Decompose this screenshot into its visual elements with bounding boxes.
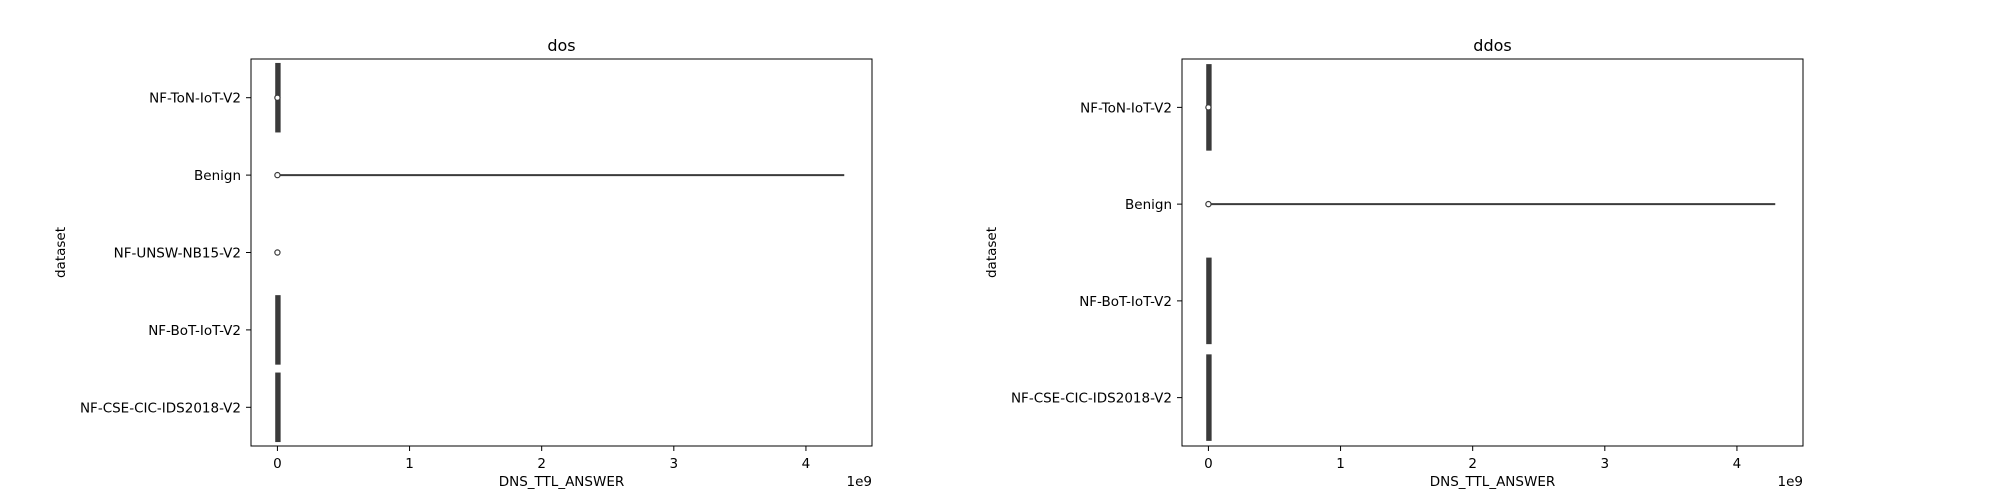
y-tick-label: NF-ToN-IoT-V2 bbox=[149, 91, 241, 107]
x-tick-label: 3 bbox=[670, 456, 679, 472]
median-marker bbox=[274, 249, 281, 256]
x-tick-label: 4 bbox=[1733, 456, 1742, 472]
y-tick-label: Benign bbox=[1125, 197, 1172, 213]
x-offset-label: 1e9 bbox=[1778, 474, 1803, 490]
x-offset-label: 1e9 bbox=[847, 474, 872, 490]
y-tick-label: Benign bbox=[194, 168, 241, 184]
violin-body bbox=[1206, 354, 1212, 441]
x-tick-label: 3 bbox=[1601, 456, 1610, 472]
x-tick-label: 2 bbox=[537, 456, 546, 472]
violin-body bbox=[275, 372, 281, 443]
x-tick-label: 2 bbox=[1468, 456, 1477, 472]
x-tick-label: 1 bbox=[1336, 456, 1345, 472]
x-axis-label: DNS_TTL_ANSWER bbox=[499, 474, 625, 490]
x-tick-label: 0 bbox=[1204, 456, 1213, 472]
median-marker bbox=[274, 171, 281, 179]
y-tick-label: NF-BoT-IoT-V2 bbox=[148, 323, 241, 339]
x-tick-label: 1 bbox=[405, 456, 414, 472]
median-marker bbox=[274, 94, 281, 101]
x-tick-label: 0 bbox=[273, 456, 282, 472]
violin-body bbox=[1206, 257, 1212, 345]
violin-body bbox=[275, 295, 281, 365]
x-axis-label: DNS_TTL_ANSWER bbox=[1430, 474, 1556, 490]
y-tick-label: NF-ToN-IoT-V2 bbox=[1080, 100, 1172, 116]
median-marker bbox=[1205, 200, 1212, 208]
chart-title: ddos bbox=[1473, 36, 1511, 55]
y-tick-label: NF-BoT-IoT-V2 bbox=[1079, 294, 1172, 310]
plot-frame bbox=[250, 58, 873, 447]
x-tick-label: 4 bbox=[802, 456, 811, 472]
median-marker bbox=[1205, 104, 1212, 111]
y-axis-label: dataset bbox=[984, 227, 1000, 278]
y-tick-label: NF-UNSW-NB15-V2 bbox=[114, 246, 241, 262]
y-tick-label: NF-CSE-CIC-IDS2018-V2 bbox=[80, 400, 241, 416]
y-axis-label: dataset bbox=[53, 227, 69, 278]
plot-frame bbox=[1181, 58, 1804, 447]
y-tick-label: NF-CSE-CIC-IDS2018-V2 bbox=[1011, 391, 1172, 407]
chart-title: dos bbox=[547, 36, 575, 55]
